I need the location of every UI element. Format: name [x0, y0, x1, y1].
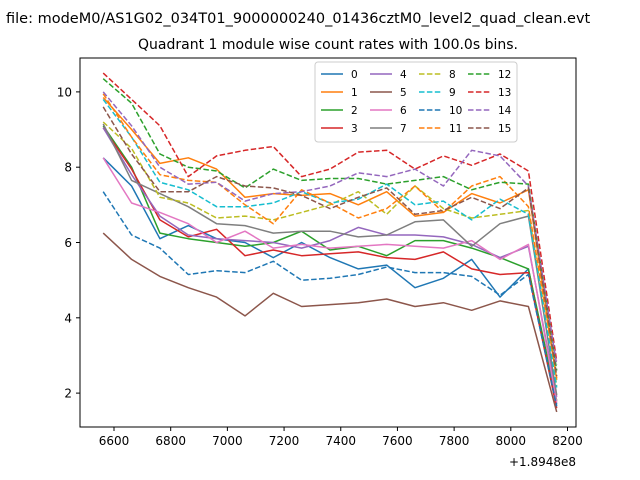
y-tick-label: 4 — [64, 311, 72, 325]
y-tick-label: 10 — [57, 85, 72, 99]
legend-label-10: 10 — [449, 105, 462, 117]
y-tick-label: 2 — [64, 387, 72, 401]
series-layer — [102, 72, 558, 413]
series-line-8 — [102, 121, 558, 386]
legend-label-12: 12 — [498, 69, 511, 81]
series-line-7 — [102, 123, 558, 396]
legend-label-8: 8 — [449, 69, 456, 81]
series-line-5 — [102, 232, 558, 413]
legend-label-14: 14 — [498, 105, 512, 117]
legend-label-4: 4 — [400, 69, 407, 81]
legend-label-15: 15 — [498, 123, 511, 135]
figure-suptitle: file: modeM0/AS1G02_034T01_9000000240_01… — [6, 11, 591, 27]
legend-label-6: 6 — [400, 105, 407, 117]
y-tick-label: 8 — [64, 161, 72, 175]
y-axis: 2 4 6 8 10 — [57, 85, 80, 401]
series-line-12 — [102, 78, 558, 371]
x-tick-label: 6800 — [155, 434, 186, 448]
x-tick-label: 7800 — [439, 434, 470, 448]
y-tick-label: 6 — [64, 236, 72, 250]
legend-box — [314, 61, 518, 143]
series-line-11 — [102, 93, 558, 379]
legend-label-5: 5 — [400, 87, 407, 99]
x-offset-label: +1.8948e8 — [509, 455, 576, 469]
x-tick-label: 6600 — [99, 434, 130, 448]
series-line-1 — [102, 97, 558, 381]
legend-label-3: 3 — [351, 123, 358, 135]
x-tick-label: 8200 — [552, 434, 583, 448]
legend-label-9: 9 — [449, 87, 456, 99]
series-line-0 — [102, 157, 558, 405]
legend-label-2: 2 — [351, 105, 358, 117]
series-line-10 — [102, 191, 558, 407]
series-line-4 — [102, 127, 558, 398]
legend-label-0: 0 — [351, 69, 358, 81]
series-line-14 — [102, 91, 558, 366]
x-tick-label: 7000 — [212, 434, 243, 448]
legend-label-1: 1 — [351, 87, 358, 99]
series-line-6 — [102, 157, 558, 403]
legend-label-13: 13 — [498, 87, 511, 99]
x-axis: 6600 6800 7000 7200 7400 7600 7800 8000 8200 — [99, 427, 583, 448]
chart-title: Quadrant 1 module wise count rates with … — [138, 37, 518, 53]
x-tick-label: 7200 — [269, 434, 300, 448]
legend-label-7: 7 — [400, 123, 407, 135]
series-line-15 — [102, 106, 558, 377]
series-line-3 — [102, 127, 558, 409]
x-tick-label: 7600 — [382, 434, 413, 448]
x-tick-label: 7400 — [325, 434, 356, 448]
series-line-2 — [102, 125, 558, 401]
x-tick-label: 8000 — [496, 434, 527, 448]
legend-label-11: 11 — [449, 123, 462, 135]
